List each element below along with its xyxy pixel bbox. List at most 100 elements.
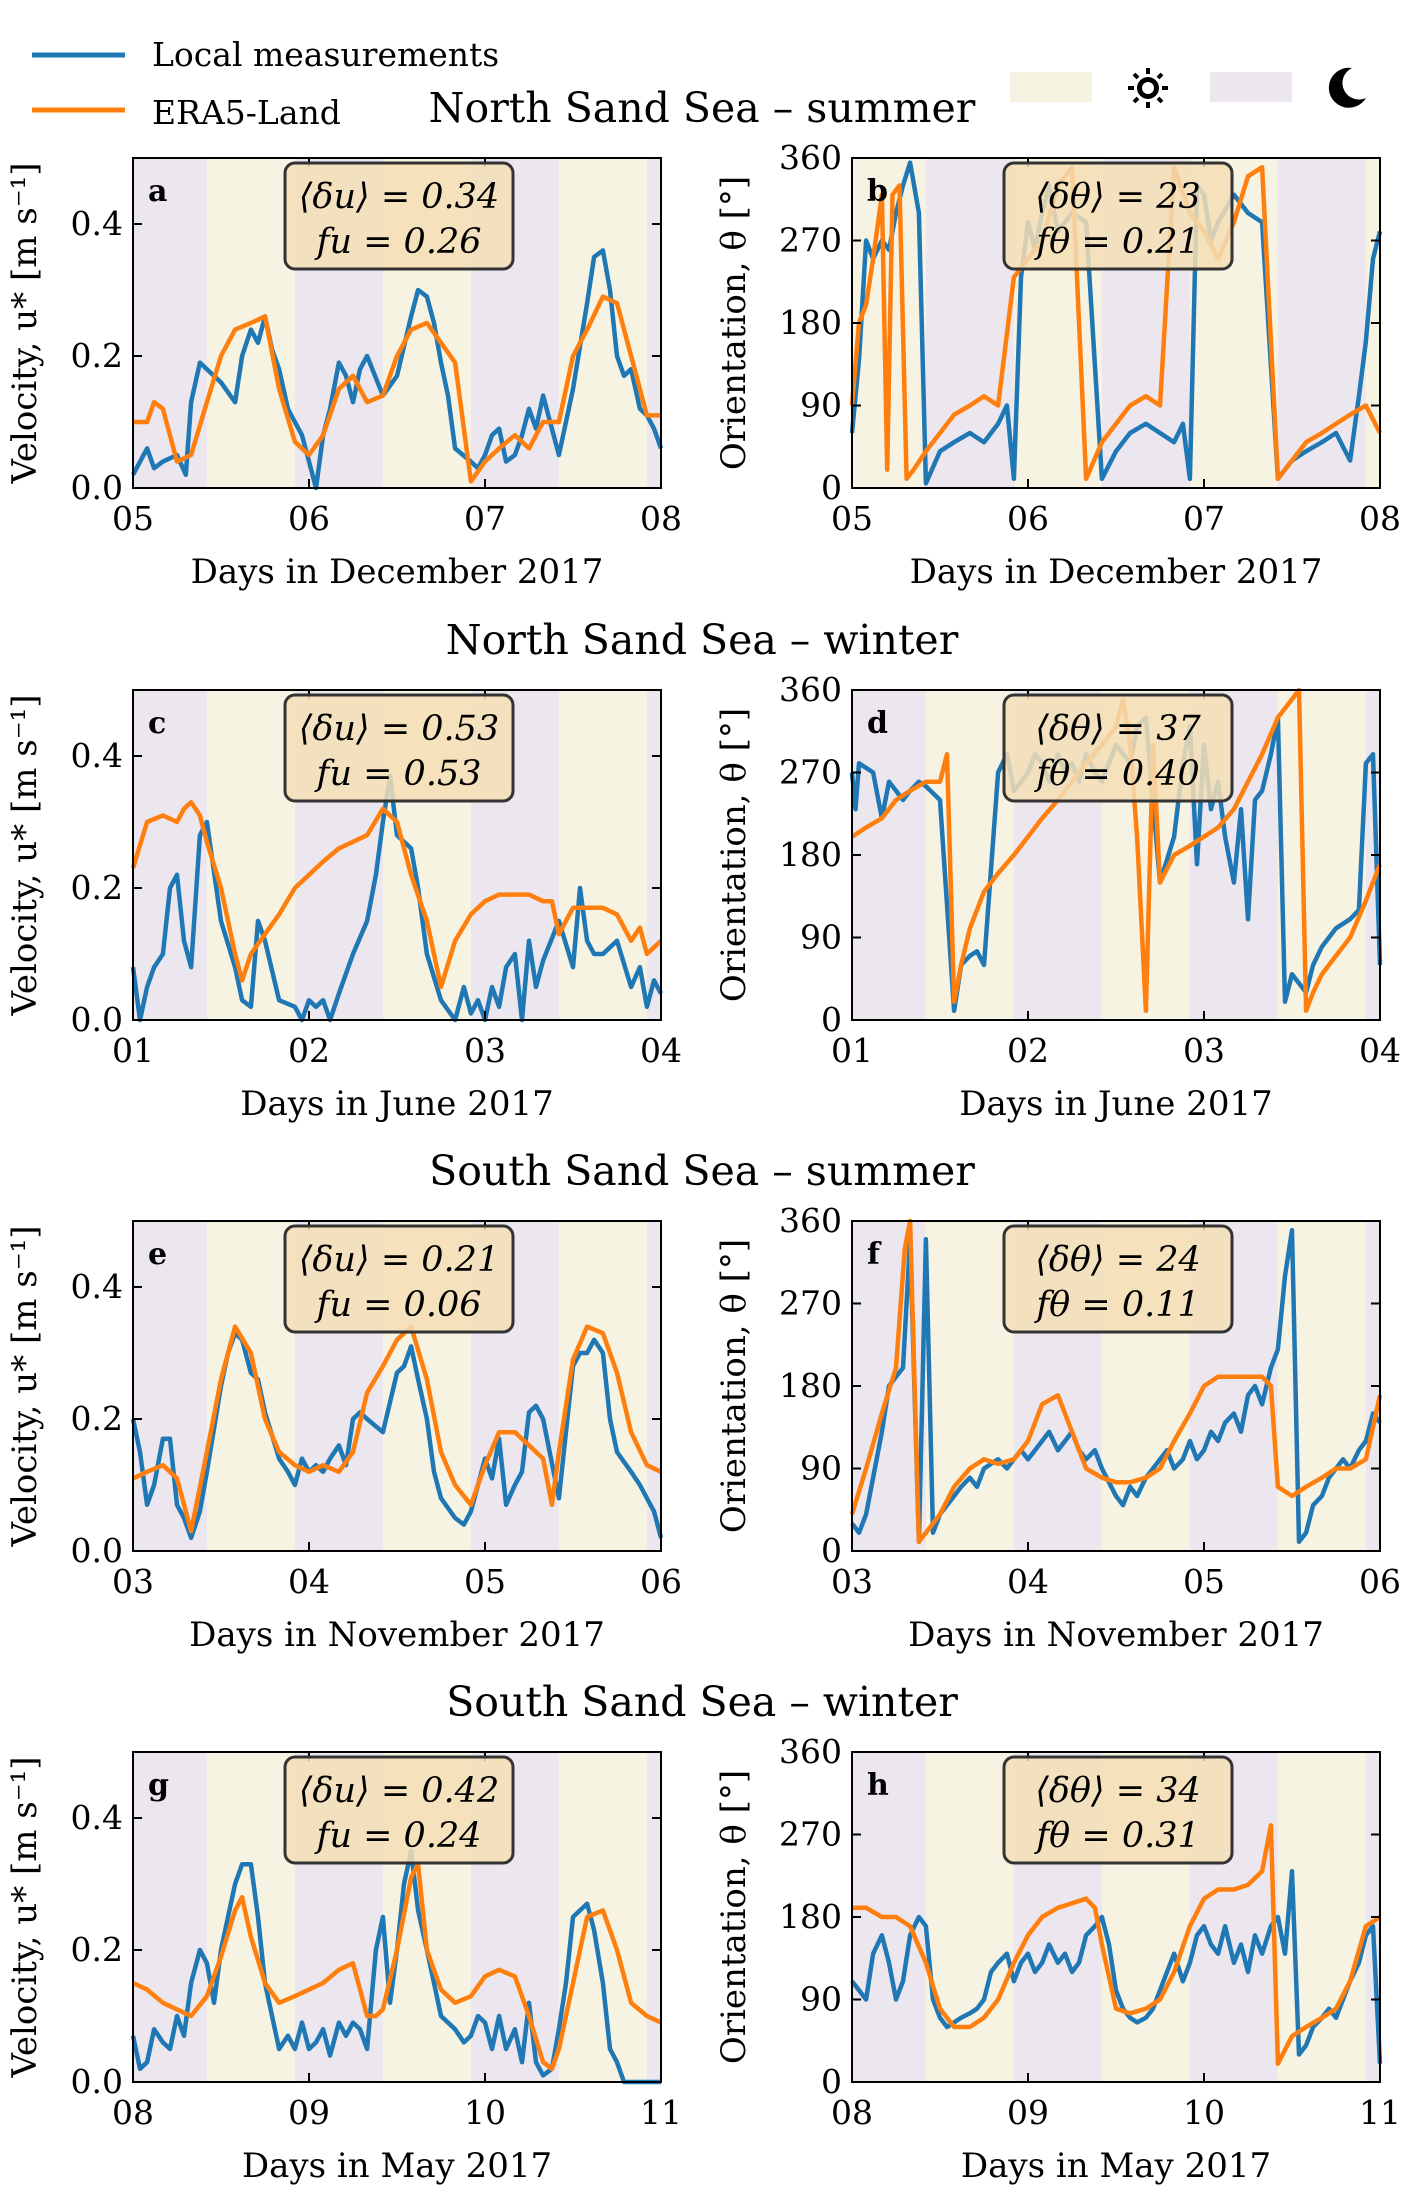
stat-mean-deviation: ⟨δθ⟩ = 23: [1035, 177, 1201, 217]
x-tick-label: 06: [1007, 499, 1049, 538]
legend: Local measurements ERA5-Land: [32, 35, 1366, 132]
y-axis-label: Velocity, u* [m s⁻¹]: [5, 1225, 45, 1547]
panel-letter: c: [148, 706, 166, 741]
x-tick-label: 07: [464, 499, 506, 538]
x-axis-label: Days in June 2017: [959, 1084, 1272, 1124]
y-tick-label: 270: [779, 1284, 842, 1323]
y-tick-label: 0.4: [71, 1798, 123, 1837]
stat-mean-deviation: ⟨δθ⟩ = 24: [1035, 1240, 1201, 1280]
panel-c: North Sand Sea – winter 01 02 03 04 0.0 0.2 0.4…: [5, 616, 959, 1124]
stat-fraction: fθ = 0.40: [1033, 754, 1200, 794]
moon-icon: [1328, 67, 1366, 108]
x-tick-label: 04: [1007, 1562, 1049, 1601]
y-axis-label: Velocity, u* [m s⁻¹]: [5, 694, 45, 1016]
shade-day: [925, 1752, 1014, 2082]
row-title: South Sand Sea – winter: [446, 1678, 958, 1726]
x-tick-label: 09: [288, 2093, 330, 2132]
shade-night: [133, 1752, 207, 2082]
panel-letter: d: [867, 706, 888, 741]
stat-mean-deviation: ⟨δu⟩ = 0.42: [299, 1771, 499, 1811]
x-tick-label: 10: [464, 2093, 506, 2132]
y-axis-label: Velocity, u* [m s⁻¹]: [5, 162, 45, 484]
shade-night: [646, 690, 661, 1020]
x-tick-label: 06: [1359, 1562, 1401, 1601]
panel-h: 08 09 10 11 0 90 180 270 360 Days in May 2017 Orie…: [714, 1732, 1401, 2186]
x-tick-label: 02: [1007, 1031, 1049, 1070]
x-tick-label: 03: [831, 1562, 873, 1601]
stat-mean-deviation: ⟨δθ⟩ = 34: [1035, 1771, 1201, 1811]
x-tick-label: 05: [464, 1562, 506, 1601]
x-tick-label: 04: [640, 1031, 682, 1070]
shade-day: [1277, 1752, 1366, 2082]
panel-g: South Sand Sea – winter 08 09 10 11 0.0 0.2 0.4…: [5, 1678, 958, 2186]
stat-fraction: fθ = 0.31: [1033, 1816, 1200, 1856]
y-tick-label: 270: [779, 1815, 842, 1854]
y-tick-label: 90: [800, 1980, 842, 2019]
shade-day: [925, 1221, 1014, 1551]
shade-day: [206, 1752, 295, 2082]
stat-mean-deviation: ⟨δu⟩ = 0.34: [299, 177, 499, 217]
panel-f: 03 04 05 06 0 90 180 270 360 Days in November 201…: [714, 1201, 1401, 1655]
y-tick-label: 180: [779, 1366, 842, 1405]
panel-b: 05 06 07 08 0 90 180 270 360 Days in December 201…: [714, 138, 1401, 592]
stat-fraction: fu = 0.06: [313, 1285, 481, 1325]
shade-night: [925, 158, 1014, 488]
shade-day: [558, 690, 647, 1020]
y-tick-label: 0.2: [71, 1930, 123, 1969]
x-axis-label: Days in May 2017: [242, 2146, 552, 2186]
shade-day: [206, 690, 295, 1020]
shade-day: [558, 158, 647, 488]
y-tick-label: 0.0: [71, 1000, 123, 1039]
legend-day-swatch: [1010, 72, 1092, 102]
stat-mean-deviation: ⟨δu⟩ = 0.53: [299, 709, 499, 749]
x-tick-label: 04: [1359, 1031, 1401, 1070]
stat-fraction: fθ = 0.21: [1033, 222, 1200, 262]
x-axis-label: Days in December 2017: [910, 552, 1323, 592]
y-tick-label: 90: [800, 918, 842, 957]
panel-letter: b: [867, 174, 888, 209]
x-tick-label: 08: [1359, 499, 1401, 538]
stats-box: [1002, 693, 1234, 803]
y-tick-label: 0.4: [71, 1267, 123, 1306]
x-tick-label: 11: [640, 2093, 682, 2132]
y-tick-label: 360: [779, 1201, 842, 1240]
series-era5-line: [132, 1861, 662, 2072]
x-tick-label: 03: [112, 1562, 154, 1601]
x-axis-label: Days in December 2017: [191, 552, 604, 592]
stats-box: [283, 161, 515, 271]
plot-frame: [132, 1220, 662, 1552]
stat-fraction: fu = 0.24: [313, 1816, 481, 1856]
y-tick-label: 90: [800, 1449, 842, 1488]
x-tick-label: 11: [1359, 2093, 1401, 2132]
plot-frame: [132, 1751, 662, 2083]
x-tick-label: 02: [288, 1031, 330, 1070]
x-tick-label: 01: [112, 1031, 154, 1070]
y-tick-label: 180: [779, 303, 842, 342]
x-axis-label: Days in November 2017: [908, 1615, 1324, 1655]
stat-mean-deviation: ⟨δu⟩ = 0.21: [299, 1240, 499, 1280]
row-title: North Sand Sea – winter: [446, 616, 959, 664]
shade-night: [133, 690, 207, 1020]
shade-night: [646, 158, 661, 488]
x-axis-label: Days in May 2017: [961, 2146, 1271, 2186]
y-tick-label: 90: [800, 386, 842, 425]
y-tick-label: 0.4: [71, 204, 123, 243]
series-era5-line: [130, 799, 663, 990]
y-tick-label: 360: [779, 1732, 842, 1771]
stats-box: [283, 693, 515, 803]
shade-night: [646, 1752, 661, 2082]
panel-letter: g: [148, 1768, 169, 1803]
stat-fraction: fu = 0.53: [313, 754, 481, 794]
stat-mean-deviation: ⟨δθ⟩ = 37: [1035, 709, 1201, 749]
stats-box: [283, 1224, 515, 1334]
x-axis-label: Days in November 2017: [189, 1615, 605, 1655]
panel-e: South Sand Sea – summer 03 04 05 06 0.0 0.2 0.4…: [5, 1147, 975, 1655]
x-tick-label: 08: [640, 499, 682, 538]
series-era5-line: [133, 294, 661, 484]
x-tick-label: 05: [831, 499, 873, 538]
row-title: North Sand Sea – summer: [429, 84, 976, 132]
x-tick-label: 03: [1183, 1031, 1225, 1070]
x-tick-label: 10: [1183, 2093, 1225, 2132]
y-axis-label: Orientation, θ [°]: [714, 176, 754, 470]
